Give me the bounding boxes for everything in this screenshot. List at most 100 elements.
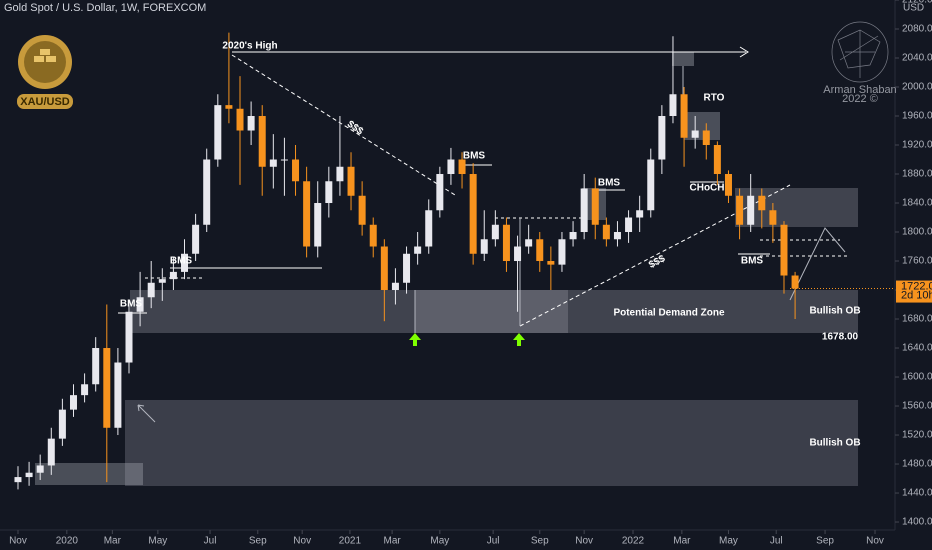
candle-body — [236, 108, 244, 131]
last-price-box — [896, 280, 932, 303]
brain-sketch — [831, 21, 889, 83]
bullish-ob-zone — [125, 400, 858, 486]
y-tick-label: 1960.00 — [902, 111, 932, 122]
candle-body — [658, 116, 666, 160]
candle-body — [158, 279, 166, 283]
candle-body — [724, 174, 732, 196]
candle-body — [369, 224, 377, 247]
candle-body — [81, 384, 89, 396]
candle-body — [280, 159, 288, 161]
x-tick-label: Jul — [770, 536, 783, 547]
annotation: 1678.00 — [822, 332, 859, 343]
logo-inner — [24, 41, 66, 83]
arrow-head — [739, 46, 749, 58]
candle-body — [702, 130, 710, 146]
candle-body — [791, 275, 799, 289]
annotation: RTO — [704, 93, 725, 104]
y-tick-label: 1480.00 — [902, 459, 932, 470]
logo-author: Arman Shaban — [823, 84, 896, 96]
candle-body — [203, 159, 211, 225]
candle-body — [25, 472, 33, 478]
logo-bar — [34, 56, 44, 62]
arrows — [409, 333, 525, 346]
y-tick-label: 1800.00 — [902, 227, 932, 238]
candle-body — [147, 282, 155, 298]
drawings — [118, 46, 850, 423]
candle-body — [458, 159, 466, 175]
logo-year: 2022 © — [842, 93, 878, 105]
candle-body — [747, 195, 755, 225]
candle-body — [114, 362, 122, 428]
x-tick-label: Mar — [673, 536, 691, 547]
last-price-label: 1722.01 — [901, 280, 932, 292]
x-tick-label: May — [430, 536, 449, 547]
countdown: 2d 10h — [901, 289, 932, 301]
candle-body — [547, 261, 555, 265]
x-tick-label: Nov — [575, 536, 593, 547]
up-arrow — [513, 333, 525, 346]
candle-body — [780, 224, 788, 276]
y-tick-label: 1840.00 — [902, 198, 932, 209]
candle-body — [125, 311, 133, 363]
candle-body — [469, 174, 477, 254]
candle-body — [602, 224, 610, 240]
x-tick-label: May — [148, 536, 167, 547]
candle-body — [347, 166, 355, 196]
x-tick-label: Nov — [9, 536, 27, 547]
candle-body — [380, 246, 388, 291]
chart-title: Gold Spot / U.S. Dollar, 1W, FOREXCOM — [4, 2, 206, 14]
candle-body — [269, 159, 277, 167]
x-tick-label: Jul — [487, 536, 500, 547]
candle-body — [680, 94, 688, 138]
candle-body — [436, 174, 444, 211]
annotation: BMS — [598, 178, 621, 189]
candle-body — [325, 181, 333, 204]
candle-body — [292, 159, 300, 182]
y-tick-label: 2040.00 — [902, 53, 932, 64]
annotation: 2020's High — [222, 41, 277, 52]
y-tick-label: 1880.00 — [902, 169, 932, 180]
x-tick-label: Mar — [383, 536, 401, 547]
annotation: Potential Demand Zone — [613, 308, 725, 319]
y-tick-label: 2120.00 — [902, 0, 932, 6]
y-tick-label: 1520.00 — [902, 430, 932, 441]
logo-text: XAU/USD — [20, 96, 70, 108]
candle-body — [247, 116, 255, 131]
candle-body — [336, 166, 344, 182]
candle-body — [536, 239, 544, 262]
candle-body — [736, 195, 744, 225]
supply-zone — [735, 188, 858, 227]
candle-body — [303, 181, 311, 247]
candle-body — [358, 195, 366, 225]
candle-body — [625, 217, 633, 233]
y-tick-label: 1400.00 — [902, 517, 932, 528]
annotation: BMS — [120, 299, 143, 310]
candle-body — [14, 477, 22, 483]
x-tick-label: Sep — [816, 536, 834, 547]
y-tick-label: 2080.00 — [902, 24, 932, 35]
x-tick-label: 2020 — [56, 536, 79, 547]
candle-body — [214, 105, 222, 160]
candle-body — [580, 188, 588, 233]
candle-body — [136, 297, 144, 312]
annotation: BMS — [463, 151, 486, 162]
y-tick-label: 1440.00 — [902, 488, 932, 499]
candle-body — [36, 465, 44, 473]
y-tick-label: 2000.00 — [902, 82, 932, 93]
candles — [14, 32, 799, 490]
y-tick-label: 1640.00 — [902, 343, 932, 354]
x-tick-label: 2022 — [622, 536, 645, 547]
candle-body — [713, 145, 721, 175]
candle-body — [636, 210, 644, 218]
x-tick-label: Sep — [249, 536, 267, 547]
price-axis — [895, 0, 932, 550]
x-tick-label: Nov — [293, 536, 311, 547]
y-tick-label: 1760.00 — [902, 256, 932, 267]
trend-line — [231, 54, 456, 196]
candle-body — [558, 239, 566, 265]
up-arrow — [409, 333, 421, 346]
candle-body — [414, 246, 422, 254]
candle-body — [181, 253, 189, 272]
candle-body — [480, 239, 488, 254]
